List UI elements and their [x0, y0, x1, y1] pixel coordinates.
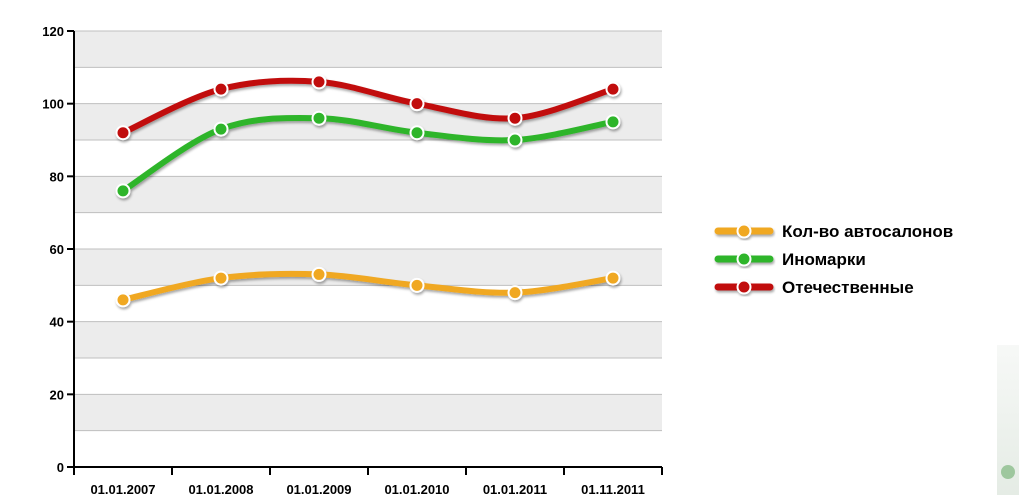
plot-band [74, 140, 662, 177]
watermark-strip [997, 345, 1019, 495]
data-point [213, 270, 229, 286]
legend-label: Кол-во автосалонов [782, 222, 953, 241]
data-point [311, 74, 327, 90]
y-tick-label: 40 [50, 315, 64, 330]
data-point [115, 183, 131, 199]
plot-band [74, 31, 662, 68]
series-lines [115, 74, 621, 308]
plot-band [74, 176, 662, 213]
data-point [115, 125, 131, 141]
series-1 [115, 110, 621, 199]
x-tick-label: 01.01.2010 [384, 482, 449, 497]
data-point [507, 132, 523, 148]
y-axis-ticks: 0 20 40 60 80 100 120 [42, 24, 74, 475]
data-point [507, 285, 523, 301]
data-point [213, 81, 229, 97]
legend-item [714, 251, 774, 267]
legend: Кол-во автосалонов Иномарки Отечественные [714, 222, 953, 297]
watermark-logo-icon [1001, 465, 1015, 479]
plot-band [74, 67, 662, 104]
data-point [311, 110, 327, 126]
series-2 [115, 74, 621, 141]
plot-band [74, 358, 662, 395]
plot-band [74, 394, 662, 431]
data-point [409, 96, 425, 112]
legend-label: Отечественные [782, 278, 914, 297]
y-tick-label: 100 [42, 97, 64, 112]
data-point [605, 270, 621, 286]
x-tick-label: 01.01.2007 [90, 482, 155, 497]
legend-item [714, 223, 774, 239]
x-axis-ticks: 01.01.2007 01.01.2008 01.01.2009 01.01.2010… [90, 467, 663, 497]
y-tick-label: 0 [57, 460, 64, 475]
data-point [213, 121, 229, 137]
legend-marker [736, 223, 752, 239]
series-line [120, 270, 616, 303]
series-line [120, 114, 616, 194]
y-tick-label: 20 [50, 387, 64, 402]
data-point [605, 114, 621, 130]
axes [67, 31, 662, 475]
plot-band [74, 430, 662, 467]
data-point [311, 266, 327, 282]
legend-marker [736, 279, 752, 295]
plot-band [74, 212, 662, 249]
data-point [115, 292, 131, 308]
legend-label: Иномарки [782, 250, 866, 269]
data-point [507, 110, 523, 126]
y-tick-label: 80 [50, 169, 64, 184]
plot-band [74, 321, 662, 358]
y-tick-label: 120 [42, 24, 64, 39]
x-tick-label: 01.01.2008 [188, 482, 253, 497]
data-point [409, 125, 425, 141]
data-point [605, 81, 621, 97]
x-tick-label: 01.11.2011 [581, 482, 645, 497]
data-point [409, 277, 425, 293]
plot-band [74, 285, 662, 322]
legend-marker [736, 251, 752, 267]
series-0 [115, 266, 621, 308]
x-tick-label: 01.01.2009 [286, 482, 351, 497]
y-tick-label: 60 [50, 242, 64, 257]
series-line [120, 77, 616, 136]
legend-item [714, 279, 774, 295]
x-tick-label: 01.01.2011 [483, 482, 547, 497]
